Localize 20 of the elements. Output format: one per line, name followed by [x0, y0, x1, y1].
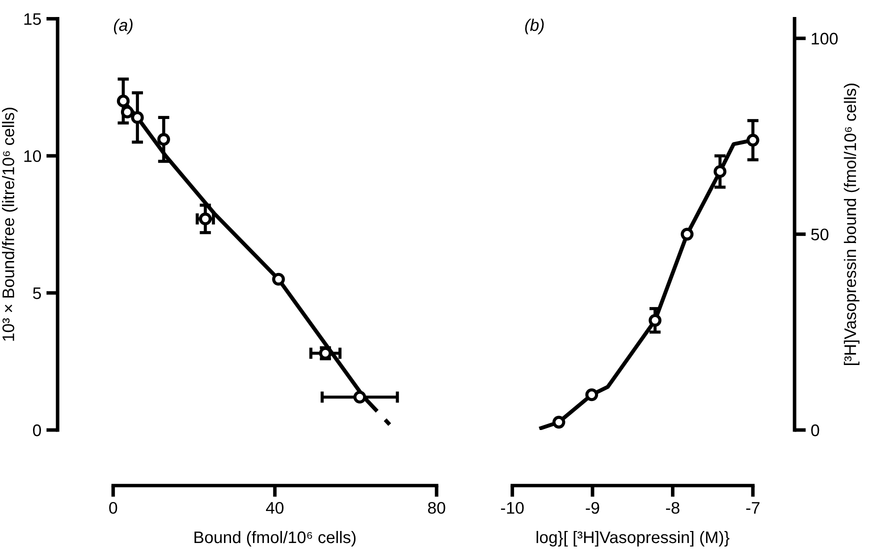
x-tick-label: -7 [746, 502, 760, 514]
y-axis-title: 10³ × Bound/free (litre/10⁶ cells) [2, 108, 18, 341]
y2-tick-label: 0 [811, 424, 820, 436]
x-tick-label: 40 [266, 502, 284, 514]
x-axis-title: Bound (fmol/10⁶ cells) [194, 530, 356, 546]
x-tick-label: -10 [501, 502, 524, 514]
x-tick-label: 80 [428, 502, 446, 514]
y-tick-label: 10 [24, 150, 41, 162]
y2-tick-label: 100 [812, 32, 838, 45]
x-tick-label: -8 [666, 502, 680, 514]
x-tick-label: 0 [109, 502, 118, 514]
y-tick-label: 0 [33, 424, 41, 436]
annotation: (a) [114, 18, 133, 34]
y2-axis-title: [³H]Vasopressin bound (fmol/10⁶ cells) [844, 84, 860, 365]
x-axis-title: log}[ [³H]Vasopressin] (M)} [536, 530, 730, 546]
y-tick-label: 5 [33, 288, 41, 300]
y-tick-label: 15 [24, 13, 41, 25]
y2-tick-label: 50 [811, 228, 828, 240]
annotation: (b) [525, 18, 544, 34]
x-tick-label: -9 [586, 502, 600, 514]
